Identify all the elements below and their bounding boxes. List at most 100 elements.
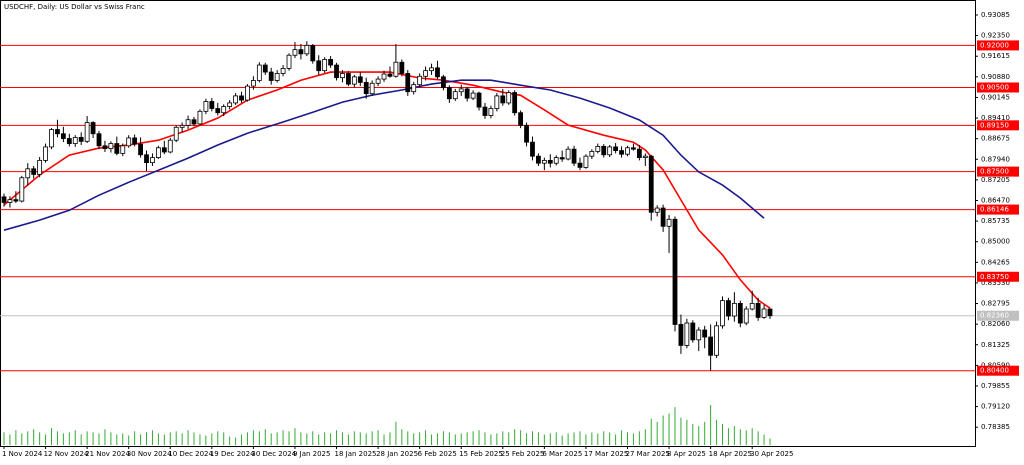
candle-body bbox=[25, 168, 31, 179]
candle-body bbox=[613, 146, 619, 151]
level-label-box bbox=[977, 120, 1019, 131]
candle-body bbox=[78, 136, 84, 142]
candle-body bbox=[737, 302, 743, 324]
candle-body bbox=[375, 78, 381, 84]
candle-body bbox=[393, 61, 399, 77]
y-tick-label: 0.92350 bbox=[981, 32, 1010, 40]
candle-body bbox=[648, 155, 654, 213]
x-tick-label: 27 Mar 2025 bbox=[625, 450, 669, 458]
candle-body bbox=[357, 76, 363, 83]
level-label: 0.89150 bbox=[980, 121, 1009, 129]
y-tick-label: 0.85000 bbox=[981, 238, 1010, 246]
candle-body bbox=[541, 159, 547, 164]
candle-body bbox=[155, 147, 161, 158]
candle-body bbox=[631, 147, 636, 150]
candle-body bbox=[749, 302, 755, 310]
y-tick-label: 0.93085 bbox=[981, 11, 1010, 19]
candle-body bbox=[102, 145, 108, 150]
candle-body bbox=[262, 64, 268, 73]
candle-body bbox=[268, 71, 274, 81]
candle-body bbox=[334, 64, 339, 79]
y-tick-label: 0.89410 bbox=[981, 114, 1010, 122]
candle-body bbox=[114, 143, 120, 154]
candle-body bbox=[767, 308, 773, 317]
candle-body bbox=[435, 67, 440, 78]
candle-body bbox=[708, 336, 714, 356]
candle-body bbox=[577, 162, 583, 168]
y-tick-label: 0.87205 bbox=[981, 176, 1010, 184]
y-tick-label: 0.88675 bbox=[981, 135, 1010, 143]
y-tick-label: 0.82795 bbox=[981, 300, 1010, 308]
candle-body bbox=[731, 302, 737, 317]
candle-body bbox=[322, 59, 328, 72]
candle-body bbox=[512, 92, 518, 114]
candle-body bbox=[684, 322, 690, 346]
x-tick-label: 18 Jan 2025 bbox=[335, 450, 377, 458]
candle-body bbox=[470, 92, 476, 99]
x-tick-label: 8 Apr 2025 bbox=[667, 450, 706, 458]
candle-body bbox=[31, 168, 37, 175]
candle-body bbox=[84, 122, 90, 142]
candle-body bbox=[150, 157, 155, 164]
y-tick-label: 0.84265 bbox=[981, 258, 1010, 266]
candle-body bbox=[126, 137, 132, 147]
candle-body bbox=[387, 73, 393, 77]
candle-body bbox=[583, 155, 589, 168]
x-tick-label: 28 Jan 2025 bbox=[376, 450, 418, 458]
candle-body bbox=[369, 82, 375, 95]
candle-body bbox=[761, 308, 767, 318]
candle-body bbox=[328, 59, 333, 66]
x-tick-label: 10 Dec 2024 bbox=[168, 450, 213, 458]
y-tick-label: 0.85735 bbox=[981, 217, 1010, 225]
y-tick-label: 0.90145 bbox=[981, 93, 1010, 101]
candle-body bbox=[411, 84, 417, 93]
y-tick-label: 0.90880 bbox=[981, 73, 1010, 81]
y-tick-label: 0.87940 bbox=[981, 155, 1010, 163]
candle-body bbox=[518, 112, 524, 126]
candle-body bbox=[132, 137, 138, 145]
level-label-box bbox=[977, 204, 1019, 215]
candle-body bbox=[239, 95, 244, 101]
level-label: 0.90500 bbox=[980, 83, 1009, 91]
candle-body bbox=[280, 68, 286, 74]
candle-body bbox=[340, 73, 345, 79]
candle-body bbox=[274, 73, 280, 81]
candle-body bbox=[173, 126, 179, 141]
candle-body bbox=[714, 325, 719, 356]
candle-body bbox=[221, 106, 227, 114]
x-tick-label: 12 Nov 2024 bbox=[44, 450, 89, 458]
current-price-box bbox=[977, 310, 1019, 321]
candle-body bbox=[530, 141, 535, 157]
candle-body bbox=[381, 73, 387, 80]
candle-body bbox=[191, 119, 197, 125]
candle-body bbox=[482, 106, 488, 116]
candle-body bbox=[90, 122, 96, 135]
candle-body bbox=[553, 157, 559, 164]
candle-body bbox=[304, 45, 310, 55]
candle-body bbox=[500, 95, 506, 104]
candle-body bbox=[72, 136, 78, 144]
candle-body bbox=[696, 329, 702, 341]
level-label: 0.83750 bbox=[980, 273, 1009, 281]
level-label-box bbox=[977, 365, 1019, 376]
level-label: 0.92000 bbox=[980, 41, 1009, 49]
y-tick-label: 0.79855 bbox=[981, 382, 1010, 390]
x-tick-label: 6 Mar 2025 bbox=[542, 450, 582, 458]
y-tick-label: 0.79120 bbox=[981, 403, 1010, 411]
x-tick-label: 6 Feb 2025 bbox=[418, 450, 457, 458]
candle-body bbox=[743, 308, 749, 324]
y-tick-label: 0.83530 bbox=[981, 279, 1010, 287]
level-label-box bbox=[977, 166, 1019, 177]
candle-body bbox=[1, 196, 7, 203]
candle-body bbox=[120, 145, 126, 154]
candle-body bbox=[660, 207, 666, 227]
candle-body bbox=[524, 124, 529, 143]
candle-body bbox=[476, 92, 482, 108]
candle-body bbox=[565, 148, 571, 160]
y-tick-label: 0.91615 bbox=[981, 52, 1010, 60]
candle-body bbox=[458, 88, 464, 93]
y-tick-label: 0.82060 bbox=[981, 320, 1010, 328]
candle-body bbox=[209, 101, 215, 109]
candle-body bbox=[636, 148, 642, 158]
